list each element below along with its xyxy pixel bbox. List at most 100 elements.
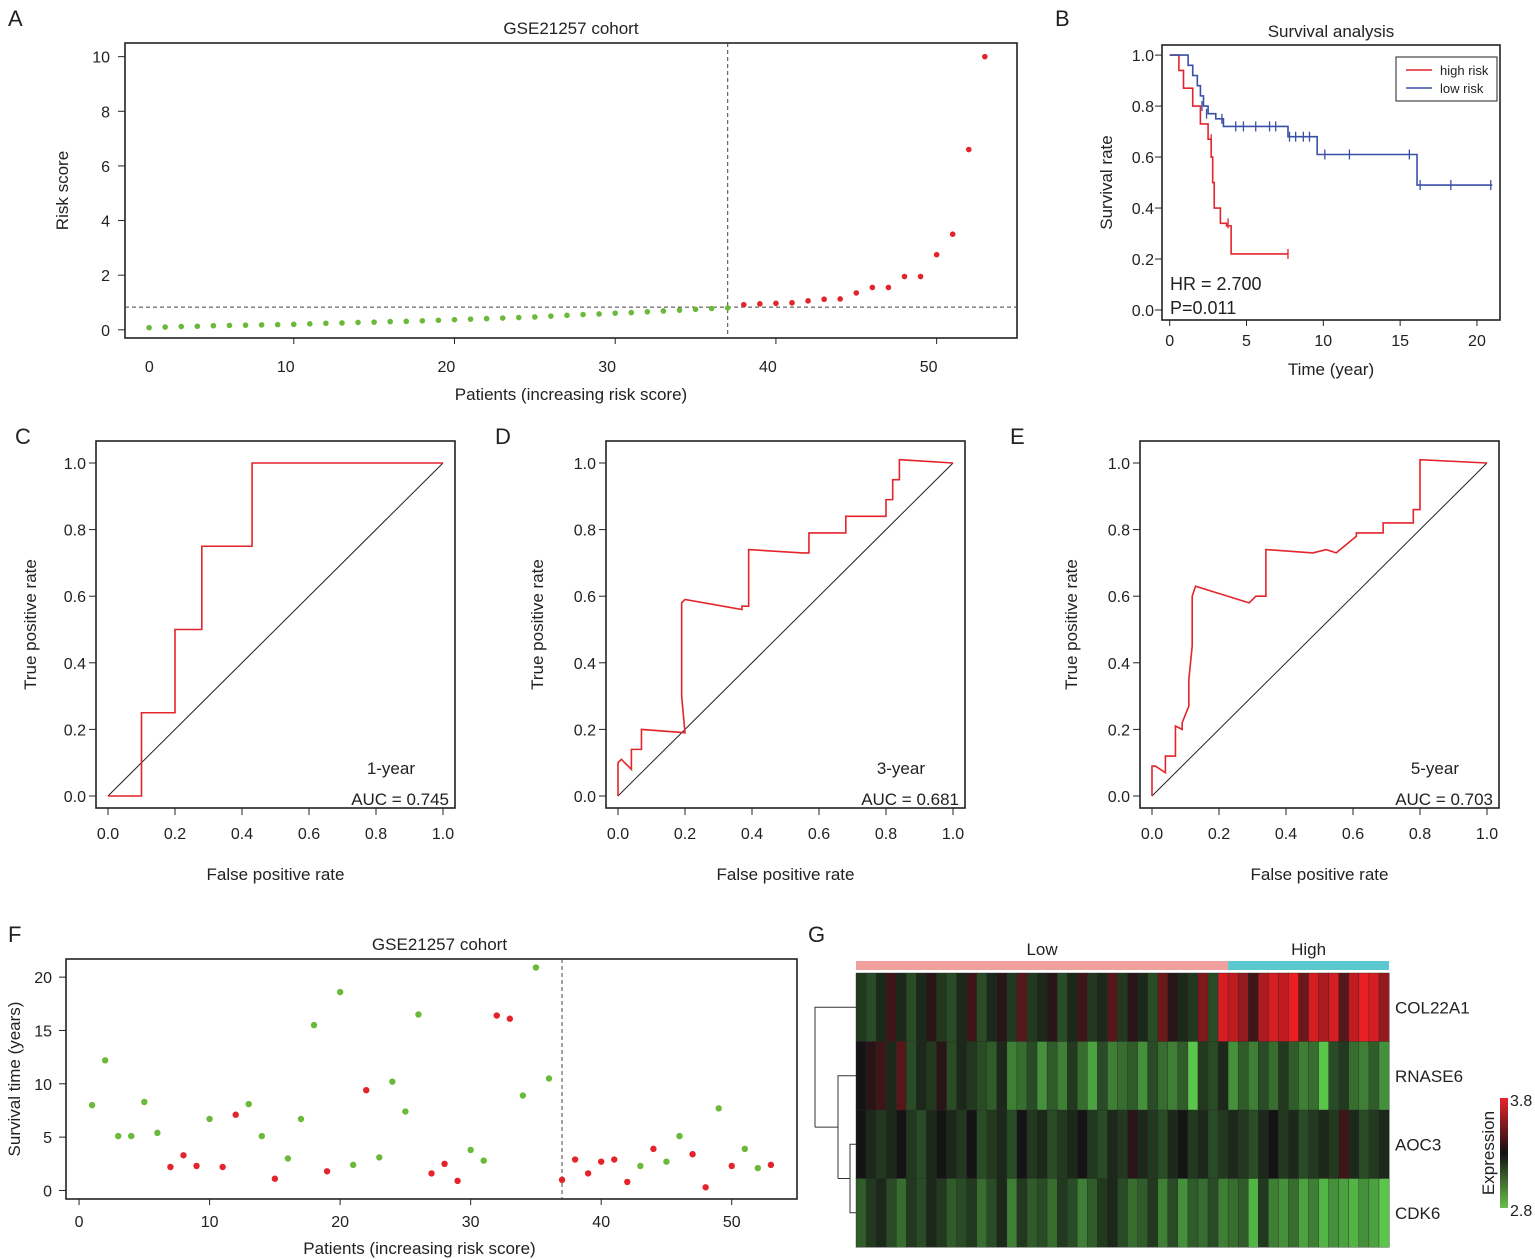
survival-point — [349, 1161, 357, 1169]
heatmap-cell — [1177, 972, 1189, 1043]
panel-c-roc-1-year: 0.0 0.0 0.2 0.2 0.4 0.4 0.6 0.6 0.8 0.8 1.0 1.0 Fals… — [21, 440, 456, 884]
heatmap-cell — [1117, 972, 1129, 1043]
x-tick-label: 30 — [598, 359, 616, 376]
heatmap-cell — [966, 1041, 978, 1111]
heatmap-cell — [875, 972, 887, 1043]
heatmap-cell — [1378, 1041, 1390, 1111]
y-axis-label: True positive rate — [528, 559, 547, 690]
heatmap-cell — [1318, 1178, 1330, 1248]
survival-point — [702, 1184, 709, 1191]
x-tick-label: 40 — [759, 359, 777, 376]
heatmap-cell — [1077, 1041, 1088, 1111]
x-tick-label: 0.4 — [741, 826, 763, 843]
heatmap-cell — [976, 1041, 988, 1111]
survival-point — [611, 1156, 618, 1163]
heatmap-cell — [996, 1109, 1008, 1180]
x-axis-label: Patients (increasing risk score) — [455, 385, 687, 404]
x-tick-label: 15 — [1391, 333, 1409, 350]
y-tick-label: 0.8 — [1108, 523, 1130, 540]
x-tick-label: 1.0 — [942, 826, 964, 843]
heatmap-cell — [916, 1178, 927, 1248]
heatmap-cell — [1016, 972, 1028, 1043]
heatmap-cell — [946, 1109, 958, 1180]
survival-point — [741, 1145, 748, 1153]
heatmap-cell — [1338, 972, 1350, 1043]
diagonal-reference-line — [1151, 462, 1488, 797]
heatmap-cell — [875, 1041, 887, 1111]
heatmap-cell — [1237, 972, 1249, 1043]
x-tick-label: 0.2 — [674, 826, 696, 843]
y-tick-label: 10 — [34, 1077, 52, 1094]
y-tick-label: 15 — [34, 1023, 52, 1040]
heatmap-cell — [1087, 1041, 1098, 1111]
heatmap-cell — [1207, 972, 1219, 1043]
x-tick-label: 40 — [592, 1214, 610, 1231]
risk-point — [564, 312, 570, 319]
heatmap-cell — [1006, 1109, 1018, 1180]
x-axis-label: False positive rate — [717, 865, 855, 884]
x-tick-label: 0.0 — [607, 826, 629, 843]
diagonal-reference-line — [617, 462, 954, 797]
plot-frame — [124, 42, 1018, 339]
heatmap-cell — [1368, 1178, 1380, 1248]
heatmap-cell — [1338, 1109, 1350, 1180]
heatmap-cell — [1268, 1041, 1279, 1111]
y-tick-label: 0.8 — [64, 523, 86, 540]
survival-point — [519, 1092, 527, 1099]
risk-point — [885, 284, 892, 291]
color-scale-bar — [1500, 1098, 1508, 1208]
heatmap-cell — [1006, 972, 1018, 1043]
heatmap-cell — [906, 1041, 917, 1111]
heatmap-cell — [1197, 972, 1209, 1043]
heatmap-cell — [1006, 1178, 1018, 1248]
heatmap-cell — [1167, 1109, 1179, 1180]
heatmap-cell — [1227, 1178, 1239, 1248]
risk-point — [451, 316, 458, 323]
heatmap-cell — [956, 972, 968, 1043]
heatmap-cell — [1237, 1041, 1249, 1111]
panel-d-roc-3-year: 0.0 0.0 0.2 0.2 0.4 0.4 0.6 0.6 0.8 0.8 1.0 1.0 Fals… — [528, 440, 966, 884]
heatmap-cell — [1087, 1178, 1098, 1248]
risk-point — [917, 273, 924, 280]
heatmap-cell — [1127, 1178, 1139, 1248]
survival-point — [506, 1015, 514, 1022]
horizon-label: 1-year — [367, 759, 416, 778]
survival-point — [402, 1108, 409, 1115]
heatmap-cell — [986, 1041, 998, 1111]
survival-point — [323, 1168, 331, 1175]
heatmap-cell — [1278, 1041, 1289, 1111]
survival-point — [441, 1160, 448, 1168]
x-tick-label: 0 — [145, 359, 154, 376]
heatmap-cell — [1177, 1041, 1189, 1111]
heatmap-cell — [1248, 1041, 1259, 1111]
heatmap-cell — [1197, 1109, 1209, 1180]
survival-point — [624, 1178, 631, 1186]
risk-point — [258, 322, 265, 328]
heatmap-cell — [1097, 972, 1108, 1043]
heatmap-cell — [1127, 972, 1139, 1043]
heatmap-cell — [1147, 1109, 1159, 1180]
survival-point — [376, 1154, 383, 1161]
risk-point — [162, 324, 168, 330]
survival-point — [101, 1057, 109, 1064]
panel-e-roc-5-year: 0.0 0.0 0.2 0.2 0.4 0.4 0.6 0.6 0.8 0.8 1.0 1.0 Fals… — [1062, 440, 1500, 884]
risk-point — [210, 322, 217, 329]
panel-letter-g: G — [808, 922, 825, 947]
y-tick-label: 0.2 — [1108, 722, 1130, 739]
group-bar-low — [856, 961, 1229, 970]
color-scale-min: 2.8 — [1510, 1203, 1532, 1220]
plot-frame — [65, 958, 798, 1200]
x-tick-label: 0.8 — [1409, 826, 1431, 843]
heatmap-cell — [926, 1041, 937, 1111]
heatmap-cell — [1167, 972, 1179, 1043]
y-tick-label: 1.0 — [574, 456, 596, 473]
heatmap-cell — [1318, 1109, 1330, 1180]
heatmap-cell — [1077, 1109, 1088, 1180]
heatmap-cell — [1097, 1109, 1108, 1180]
risk-point — [949, 231, 956, 238]
survival-point — [245, 1100, 252, 1108]
heatmap-cell — [875, 1178, 887, 1248]
y-tick-label: 0.0 — [1132, 303, 1154, 320]
panel-f-survival-time-plot: GSE21257 cohort Patients (increasing risk… — [5, 935, 798, 1258]
